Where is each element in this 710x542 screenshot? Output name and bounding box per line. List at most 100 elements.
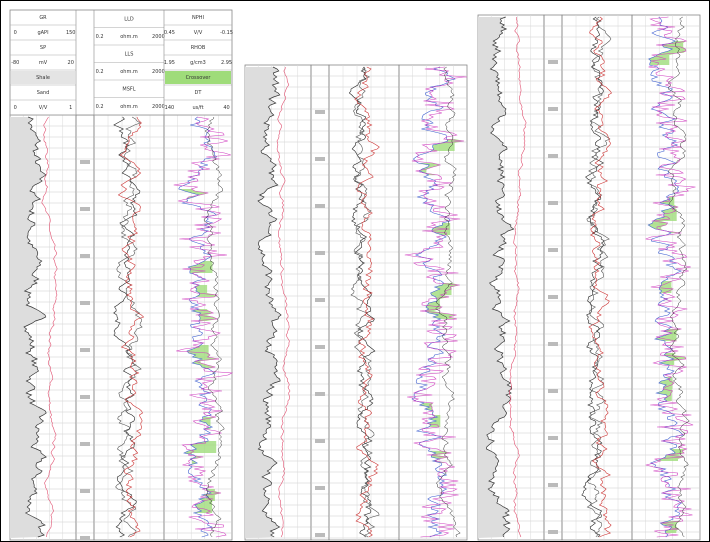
header-label: ohm.m bbox=[120, 69, 138, 75]
crossover-fill bbox=[659, 281, 673, 293]
depth-marker bbox=[80, 395, 90, 399]
crossover-fill bbox=[192, 309, 218, 321]
depth-marker bbox=[80, 160, 90, 164]
well bbox=[477, 14, 701, 541]
fill-swatch bbox=[165, 71, 231, 84]
depth-marker bbox=[548, 154, 558, 158]
depth-marker bbox=[315, 204, 325, 208]
depth-marker bbox=[315, 533, 325, 537]
depth-marker bbox=[548, 248, 558, 252]
header-label: 0.2 bbox=[96, 34, 104, 40]
header-label: 0 bbox=[14, 30, 17, 36]
rhob-curve bbox=[404, 66, 468, 538]
depth-marker bbox=[548, 342, 558, 346]
resistivity-curve bbox=[350, 66, 380, 538]
depth-marker bbox=[80, 207, 90, 211]
crossover-fill bbox=[656, 389, 673, 401]
header-label: Shale bbox=[36, 75, 50, 81]
depth-marker bbox=[315, 439, 325, 443]
header-label: 2000 bbox=[152, 34, 165, 40]
header-label: 20 bbox=[68, 60, 74, 66]
header-label: gAPI bbox=[37, 30, 48, 36]
header-label: LLS bbox=[125, 51, 134, 57]
rhob-curve bbox=[173, 116, 234, 538]
depth-marker bbox=[315, 110, 325, 114]
depth-marker bbox=[80, 301, 90, 305]
header-label: GR bbox=[39, 15, 47, 21]
header-label: us/ft bbox=[192, 105, 203, 111]
header-label: g/cm3 bbox=[190, 60, 206, 66]
depth-marker bbox=[548, 483, 558, 487]
depth-marker bbox=[315, 486, 325, 490]
well bbox=[244, 64, 468, 541]
gr-curve bbox=[257, 66, 282, 538]
crossover-fill bbox=[192, 357, 220, 369]
header-label: LLD bbox=[124, 16, 134, 22]
rhob-curve bbox=[645, 16, 696, 538]
header-label: ohm.m bbox=[120, 34, 138, 40]
well: GR 0 gAPI 150 SP -80 mV 20 Shale Sand 0 V/V 1 LLD 0.2 o… bbox=[9, 9, 234, 541]
crossover-fill bbox=[194, 285, 218, 297]
header-label: RHOB bbox=[191, 45, 206, 51]
sp-curve bbox=[41, 116, 58, 538]
depth-marker bbox=[548, 60, 558, 64]
nphi-curve bbox=[647, 16, 684, 538]
header-label: MSFL bbox=[122, 86, 135, 92]
header-label: Sand bbox=[37, 90, 50, 96]
gr-curve bbox=[486, 16, 515, 538]
crossover-fill bbox=[659, 353, 686, 365]
header-label: -80 bbox=[11, 60, 19, 66]
depth-marker bbox=[548, 295, 558, 299]
dt-curve bbox=[667, 16, 690, 538]
header-label: 2.95 bbox=[221, 60, 232, 66]
header-label: Crossover bbox=[186, 75, 212, 81]
resistivity-curve bbox=[117, 116, 145, 538]
depth-marker bbox=[80, 442, 90, 446]
header-label: 150 bbox=[66, 30, 76, 36]
crossover-fill bbox=[418, 163, 441, 175]
crossover-fill bbox=[199, 417, 216, 429]
header-label: 0.45 bbox=[164, 30, 175, 36]
depth-marker bbox=[548, 530, 558, 534]
gr-fill bbox=[245, 67, 282, 538]
depth-marker bbox=[315, 251, 325, 255]
resistivity-curve bbox=[354, 66, 380, 538]
header-label: 0.2 bbox=[96, 104, 104, 110]
depth-marker bbox=[80, 348, 90, 352]
header-label: 1 bbox=[69, 105, 72, 111]
gr-fill bbox=[10, 117, 47, 538]
dt-curve bbox=[203, 116, 225, 538]
header-label: 2000 bbox=[152, 104, 165, 110]
nphi-curve bbox=[178, 116, 218, 538]
log-track bbox=[631, 14, 701, 541]
depth-marker bbox=[80, 254, 90, 258]
depth-marker bbox=[548, 201, 558, 205]
depth-marker bbox=[80, 536, 90, 540]
resistivity-curve bbox=[348, 66, 376, 538]
header-label: -0.15 bbox=[220, 30, 233, 36]
depth-marker bbox=[80, 489, 90, 493]
depth-marker bbox=[548, 107, 558, 111]
header-label: SP bbox=[40, 45, 46, 51]
depth-marker bbox=[315, 345, 325, 349]
fill-swatch bbox=[11, 71, 75, 84]
sp-curve bbox=[276, 66, 291, 538]
header-label: DT bbox=[195, 90, 203, 96]
header-label: 140 bbox=[165, 105, 175, 111]
crossover-fill bbox=[653, 209, 677, 221]
resistivity-curve bbox=[113, 116, 141, 538]
resistivity-curve bbox=[588, 16, 612, 538]
sp-curve bbox=[508, 16, 527, 538]
gr-curve bbox=[23, 116, 47, 538]
dt-curve bbox=[435, 66, 461, 538]
depth-marker bbox=[315, 157, 325, 161]
crossover-fill bbox=[648, 221, 682, 233]
resistivity-curve bbox=[115, 116, 143, 538]
resistivity-curve bbox=[581, 16, 605, 538]
crossover-fill bbox=[184, 441, 217, 453]
crossover-fill bbox=[430, 283, 460, 295]
header-label: NPHI bbox=[192, 15, 204, 21]
resistivity-curve bbox=[586, 16, 612, 538]
header-label: 2000 bbox=[152, 69, 165, 75]
